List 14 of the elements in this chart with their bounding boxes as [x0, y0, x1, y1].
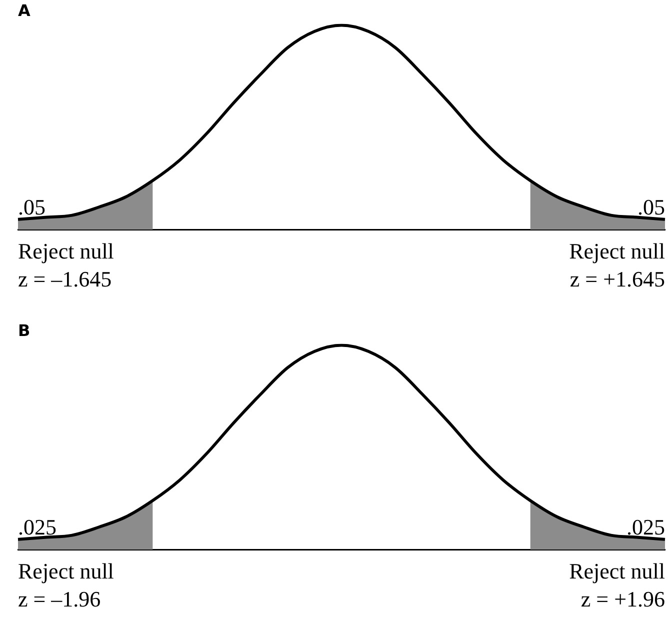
text: z = –1.96 [18, 586, 101, 612]
text: Reject null [18, 558, 114, 584]
chart-title: B [18, 320, 30, 340]
annotation: .05 [18, 194, 46, 220]
annotation: .025 [18, 514, 56, 540]
text: z = +1.645 [570, 266, 665, 292]
text: z = +1.96 [580, 586, 665, 612]
chart-title: A [18, 0, 31, 20]
annotation: .05 [638, 194, 665, 220]
annotation: .025 [626, 514, 665, 540]
text: z = –1.645 [18, 266, 112, 292]
text: Reject null [569, 558, 665, 584]
text: Reject null [18, 238, 114, 264]
text: Reject null [569, 238, 665, 264]
